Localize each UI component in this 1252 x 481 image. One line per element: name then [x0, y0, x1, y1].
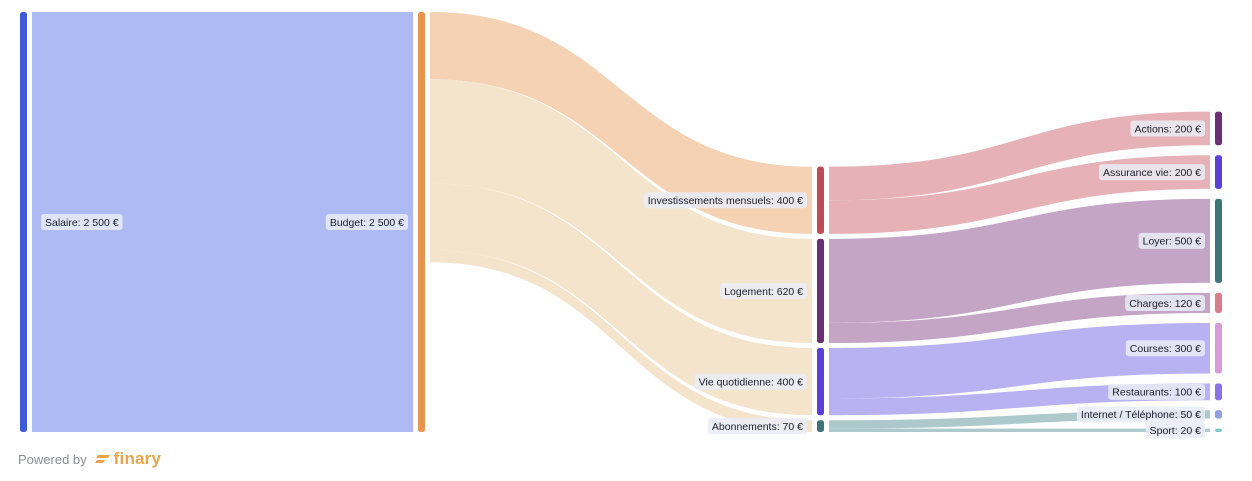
node-loyer[interactable] — [1215, 198, 1222, 283]
label-text-restaurants: Restaurants: 100 € — [1112, 387, 1201, 399]
label-restaurants: Restaurants: 100 € — [1108, 383, 1205, 400]
label-bg-actions — [1130, 120, 1205, 137]
link-salaire-budget[interactable] — [32, 12, 413, 432]
link-budget-abos[interactable] — [430, 250, 812, 432]
label-bg-courses — [1125, 340, 1205, 357]
label-bg-assurance — [1098, 164, 1205, 181]
link-budget-invest[interactable] — [430, 12, 812, 234]
label-bg-invest — [643, 192, 807, 209]
label-text-actions: Actions: 200 € — [1134, 123, 1201, 135]
label-internet: Internet / Téléphone: 50 € — [1076, 406, 1205, 423]
label-text-budget: Budget: 2 500 € — [330, 217, 404, 229]
label-text-abos: Abonnements: 70 € — [712, 421, 803, 433]
label-salaire: Salaire: 2 500 € — [41, 214, 123, 230]
node-salaire[interactable] — [20, 12, 27, 432]
powered-by-text: Powered by — [18, 451, 87, 467]
label-bg-sport — [1145, 422, 1205, 439]
label-text-internet: Internet / Téléphone: 50 € — [1081, 409, 1201, 421]
link-logement-loyer[interactable] — [829, 198, 1210, 323]
footer: Powered by finary — [18, 448, 161, 470]
sankey-nodes — [20, 12, 1222, 432]
label-text-charges: Charges: 120 € — [1129, 298, 1201, 310]
label-actions: Actions: 200 € — [1130, 120, 1205, 137]
link-budget-logement[interactable] — [430, 79, 812, 344]
label-bg-logement — [720, 282, 807, 299]
label-bg-internet — [1076, 406, 1205, 423]
label-abos: Abonnements: 70 € — [707, 418, 807, 435]
link-invest-actions[interactable] — [829, 111, 1210, 201]
label-text-loyer: Loyer: 500 € — [1143, 236, 1202, 248]
link-logement-charges[interactable] — [829, 292, 1210, 344]
label-text-logement: Logement: 620 € — [724, 286, 803, 298]
label-bg-vieq — [694, 373, 807, 390]
label-text-courses: Courses: 300 € — [1130, 343, 1201, 355]
label-invest: Investissements mensuels: 400 € — [643, 192, 807, 209]
label-vieq: Vie quotidienne: 400 € — [694, 373, 807, 390]
label-text-invest: Investissements mensuels: 400 € — [648, 195, 803, 207]
finary-brand-text: finary — [113, 449, 162, 468]
node-charges[interactable] — [1215, 292, 1222, 314]
label-budget: Budget: 2 500 € — [325, 214, 408, 230]
node-budget[interactable] — [418, 12, 425, 432]
link-vieq-courses[interactable] — [829, 323, 1210, 399]
link-abos-sport[interactable] — [829, 428, 1210, 432]
label-assurance: Assurance vie: 200 € — [1098, 164, 1205, 181]
label-bg-loyer — [1138, 232, 1205, 249]
node-courses[interactable] — [1215, 323, 1222, 374]
sankey-labels: Salaire: 2 500 € Budget: 2 500 € Investiss… — [41, 120, 1205, 439]
node-invest[interactable] — [817, 166, 824, 234]
label-bg-restaurants — [1108, 383, 1205, 400]
node-vieq[interactable] — [817, 348, 824, 416]
label-charges: Charges: 120 € — [1125, 294, 1205, 311]
label-bg-budget — [325, 214, 408, 230]
label-logement: Logement: 620 € — [720, 282, 807, 299]
node-actions[interactable] — [1215, 111, 1222, 146]
label-bg-abos — [707, 418, 807, 435]
label-sport: Sport: 20 € — [1145, 422, 1205, 439]
sankey-links — [32, 12, 1210, 432]
node-logement[interactable] — [817, 238, 824, 344]
label-text-salaire: Salaire: 2 500 € — [45, 217, 119, 229]
link-budget-vieq[interactable] — [430, 183, 812, 416]
node-assurance[interactable] — [1215, 155, 1222, 189]
node-sport[interactable] — [1215, 428, 1222, 432]
label-text-sport: Sport: 20 € — [1150, 425, 1202, 437]
finary-logo-icon — [94, 455, 110, 463]
label-bg-salaire — [41, 214, 123, 230]
node-internet[interactable] — [1215, 410, 1222, 419]
label-bg-charges — [1125, 294, 1205, 311]
label-text-vieq: Vie quotidienne: 400 € — [699, 376, 803, 388]
label-loyer: Loyer: 500 € — [1138, 232, 1205, 249]
node-restaurants[interactable] — [1215, 383, 1222, 401]
label-text-assurance: Assurance vie: 200 € — [1103, 167, 1201, 179]
finary-logo[interactable]: finary — [94, 449, 162, 469]
label-courses: Courses: 300 € — [1125, 340, 1205, 357]
node-abos[interactable] — [817, 420, 824, 432]
